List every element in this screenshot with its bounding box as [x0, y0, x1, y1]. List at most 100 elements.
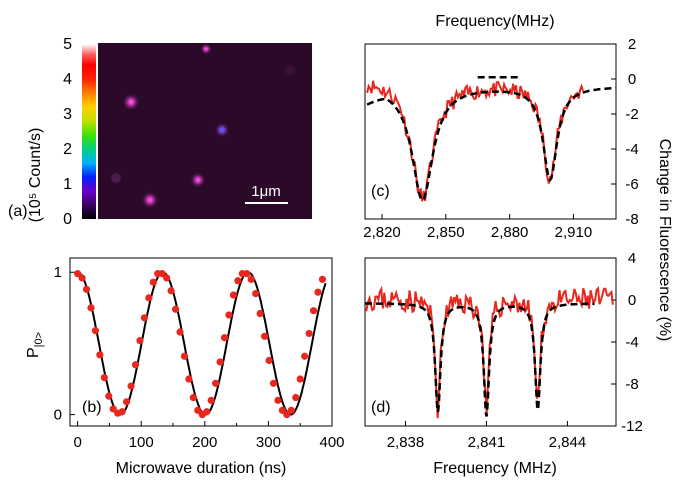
- x-tick-label: 100: [129, 434, 154, 451]
- panel-c-xlabel: Frequency(MHz): [435, 13, 554, 30]
- rabi-data-point: [145, 294, 153, 302]
- rabi-data-point: [278, 406, 286, 414]
- panel-c-ticks: 2,820 2,850 2,880 2,910 2 0 -2 -4 -6 -8: [363, 36, 638, 241]
- rabi-data-point: [252, 289, 260, 298]
- ylabel-sub: |0>: [33, 332, 45, 347]
- panel-b-label: (b): [82, 399, 102, 416]
- y-tick-label: 1: [54, 264, 62, 281]
- rabi-data-point: [82, 285, 91, 293]
- rabi-data-point: [171, 305, 180, 313]
- x-tick-label: 0: [73, 434, 81, 451]
- colorbar-tick-label: 4: [63, 71, 72, 88]
- nv-spot: [214, 122, 230, 138]
- x-tick-label: 2,910: [555, 224, 593, 241]
- nv-spot: [285, 65, 295, 75]
- panel-d-label: (d): [371, 399, 391, 416]
- x-tick-label: 200: [192, 434, 217, 451]
- y-tick-label: 0: [628, 71, 636, 88]
- rabi-data-point: [91, 327, 100, 335]
- rabi-data-point: [127, 382, 135, 390]
- rabi-data-point: [216, 358, 224, 366]
- rabi-data-point: [260, 332, 269, 340]
- rabi-data-point: [149, 278, 157, 286]
- panel-c-data-line: [366, 80, 584, 202]
- nv-spot: [111, 173, 121, 183]
- rabi-data-point: [269, 379, 278, 387]
- y-tick-label: 0: [54, 407, 62, 424]
- rabi-data-point: [158, 270, 166, 278]
- y-tick-label: -8: [625, 211, 638, 228]
- y-tick-label: 2: [628, 36, 636, 53]
- rabi-data-point: [131, 361, 140, 369]
- rabi-data-point: [180, 352, 189, 360]
- colorbar-tick-label: 2: [63, 141, 72, 158]
- rabi-data-point: [234, 277, 242, 285]
- rabi-data-point: [74, 270, 82, 278]
- y-tick-label: 0: [628, 292, 636, 309]
- fluorescence-image: [98, 43, 312, 219]
- rabi-data-point: [229, 291, 238, 299]
- panel-c-label: (c): [371, 183, 390, 200]
- rabi-data-point: [225, 311, 233, 319]
- rabi-data-point: [292, 393, 300, 402]
- colorbar-tick-label: 1: [63, 176, 72, 193]
- rabi-data-point: [194, 406, 202, 414]
- rabi-data-point: [309, 307, 318, 315]
- panel-d: 2,838 2,841 2,844 4 0 -4 -8 -12 (d) Frequency (…: [364, 250, 643, 477]
- rabi-data-point: [212, 379, 220, 387]
- rabi-data-point: [207, 396, 215, 404]
- panel-b: 0 100 200 300 400 0 1 (b) P|0> Microwave durat…: [25, 257, 345, 477]
- rabi-data-point: [185, 375, 193, 383]
- x-tick-label: 2,838: [387, 434, 425, 451]
- colorbar-label: (10⁵ Count/s): [27, 128, 44, 223]
- colorbar-tick-label: 3: [63, 106, 72, 123]
- colorbar: [82, 44, 96, 219]
- y-tick-label: -12: [621, 418, 643, 435]
- rabi-data-point: [220, 334, 229, 342]
- rabi-data-point: [305, 329, 313, 338]
- rabi-fit-line: [77, 271, 327, 416]
- scale-bar-label: 1μm: [251, 183, 280, 200]
- right-axis-label: Change in Fluorescence (%): [656, 139, 673, 342]
- panel-d-ticks: 2,838 2,841 2,844 4 0 -4 -8 -12: [387, 250, 643, 451]
- rabi-data-point: [287, 406, 295, 414]
- panel-b-ylabel: P|0>: [25, 332, 45, 358]
- rabi-data-point: [136, 336, 144, 345]
- rabi-data-point: [176, 328, 184, 336]
- rabi-data-point: [256, 309, 264, 318]
- y-tick-label: -8: [625, 376, 638, 393]
- rabi-data-point: [100, 373, 108, 382]
- rabi-data-point: [265, 356, 273, 365]
- nv-spot: [122, 93, 140, 111]
- x-tick-label: 2,820: [363, 224, 401, 241]
- rabi-data-point: [140, 314, 149, 322]
- rabi-data-point: [296, 375, 304, 383]
- y-tick-label: -4: [625, 141, 638, 158]
- rabi-data-point: [189, 393, 197, 402]
- x-tick-label: 300: [256, 434, 281, 451]
- y-tick-label: -2: [625, 106, 638, 123]
- colorbar-tick-label: 0: [63, 211, 72, 228]
- rabi-data-point: [243, 270, 251, 278]
- panel-a: 0 1 2 3 4 5 (10⁵ Count/s) (a) 1μm: [8, 36, 312, 228]
- panel-c-frame: [364, 43, 617, 220]
- x-tick-label: 2,844: [549, 434, 587, 451]
- x-tick-label: 2,841: [468, 434, 506, 451]
- nv-spot: [190, 172, 206, 188]
- nv-spot: [200, 43, 212, 55]
- rabi-data-point: [203, 408, 211, 416]
- rabi-data-point: [118, 408, 126, 416]
- rabi-data-point: [314, 288, 322, 296]
- rabi-data-points: [74, 270, 327, 419]
- rabi-data-point: [163, 274, 171, 282]
- rabi-data-point: [105, 392, 113, 400]
- y-tick-label: -4: [625, 334, 638, 351]
- panel-d-fit-line: [365, 302, 595, 417]
- y-tick-label: -6: [625, 176, 638, 193]
- panel-b-xlabel: Microwave duration (ns): [116, 460, 287, 477]
- panel-c: 2,820 2,850 2,880 2,910 2 0 -2 -4 -6 -8 (c) Frequ…: [363, 13, 638, 241]
- rabi-data-point: [87, 304, 95, 312]
- ylabel-main: P: [25, 347, 42, 358]
